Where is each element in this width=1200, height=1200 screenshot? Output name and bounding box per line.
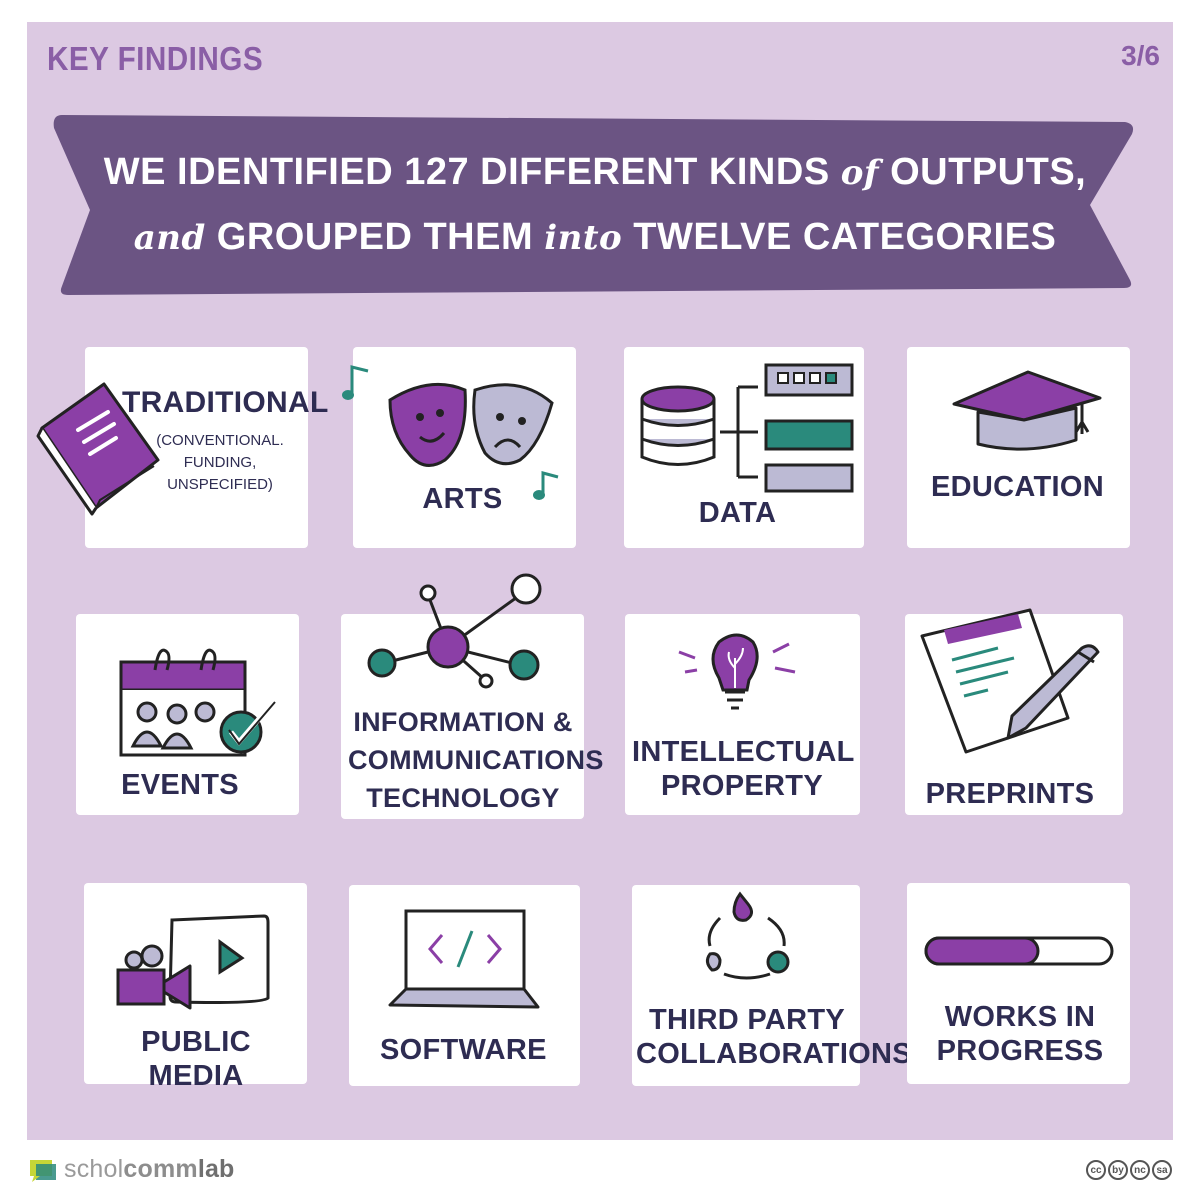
cc-icon: cc	[1086, 1160, 1106, 1180]
category-label-software: SOFTWARE	[380, 1034, 547, 1066]
sa-icon: sa	[1152, 1160, 1172, 1180]
by-icon: by	[1108, 1160, 1128, 1180]
section-kicker: KEY FINDINGS	[47, 40, 264, 77]
document-pencil-icon	[920, 608, 1100, 754]
page-number: 3/6	[1121, 40, 1160, 71]
collaboration-cycle-icon	[705, 891, 790, 980]
video-camera-icon	[116, 914, 270, 1010]
category-label-arts: ARTS	[422, 483, 503, 515]
category-label-public-media: PUBLIC MEDIA	[141, 1026, 251, 1092]
license-badges: cc by nc sa	[1086, 1160, 1172, 1180]
banner-headline: WE IDENTIFIED 127 DIFFERENT KINDS of OUT…	[50, 140, 1140, 270]
lightbulb-icon	[678, 633, 796, 710]
category-label-data: DATA	[698, 497, 777, 529]
theatre-masks-icon	[342, 365, 559, 500]
book-icon	[36, 382, 160, 516]
brand-wordmark: scholcommlab	[64, 1155, 235, 1183]
progress-fill	[924, 936, 1040, 966]
category-label-traditional: TRADITIONAL	[122, 386, 329, 419]
category-label-events: EVENTS	[121, 769, 239, 801]
laptop-code-icon	[388, 909, 540, 1009]
progress-bar-icon	[924, 936, 1114, 966]
database-icon	[640, 363, 854, 493]
calendar-icon	[119, 648, 279, 757]
category-label-education: EDUCATION	[931, 471, 1104, 503]
category-label-ict: INFORMATION & COMMUNICATIONS TECHNOLOGY	[348, 707, 604, 813]
scholcommlab-logo-icon	[30, 1160, 56, 1182]
category-label-third-party: THIRD PARTY COLLABORATIONS	[636, 1004, 912, 1070]
category-label-preprints: PREPRINTS	[925, 778, 1095, 810]
category-label-works-in-progress: WORKS IN PROGRESS	[936, 1001, 1104, 1067]
category-sub-traditional: (CONVENTIONAL. FUNDING, UNSPECIFIED)	[156, 432, 284, 493]
banner-line-2: and GROUPED THEM into TWELVE CATEGORIES	[133, 216, 1057, 258]
card-works-in-progress	[907, 883, 1130, 1084]
card-arts	[353, 347, 576, 548]
banner-line-1: WE IDENTIFIED 127 DIFFERENT KINDS of OUT…	[103, 151, 1087, 193]
banner-ribbon	[53, 115, 1134, 295]
graduation-cap-icon	[952, 370, 1102, 451]
network-icon	[367, 573, 542, 689]
category-label-intellectual-property: INTELLECTUAL PROPERTY	[632, 736, 855, 802]
nc-icon: nc	[1130, 1160, 1150, 1180]
